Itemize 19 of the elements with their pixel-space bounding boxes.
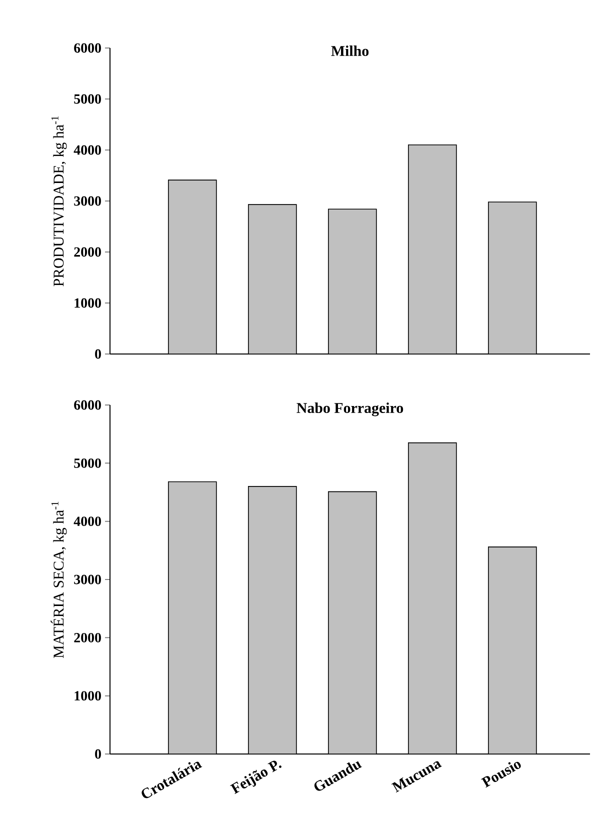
y-tick-label: 6000 — [74, 400, 101, 410]
y-tick-label: 1000 — [74, 298, 101, 308]
x-tick-label: Feijão P. — [230, 760, 282, 794]
y-tick-label: 4000 — [74, 145, 101, 155]
y-tick-label: 0 — [95, 749, 101, 759]
y-tick-label: 2000 — [74, 632, 101, 642]
y-tick-label: 3000 — [74, 196, 101, 206]
y-tick-label: 6000 — [74, 43, 101, 53]
y-axis-title: PRODUTIVIDADE, kg ha$^{-1}$ — [51, 116, 67, 286]
y-tick-label: 5000 — [74, 458, 101, 468]
y-tick-label: 5000 — [74, 94, 101, 104]
y-tick-label: 3000 — [74, 574, 101, 584]
chart-title: Milho — [331, 46, 369, 56]
chart-title: Nabo Forrageiro — [296, 402, 404, 416]
y-tick-label: 2000 — [74, 247, 101, 257]
y-tick-label: 4000 — [74, 516, 101, 526]
y-axis-title: MATÉRIA SECA, kg ha$^{-1}$ — [50, 502, 67, 658]
y-tick-label: 1000 — [74, 691, 101, 701]
y-tick-label: 0 — [95, 349, 101, 359]
